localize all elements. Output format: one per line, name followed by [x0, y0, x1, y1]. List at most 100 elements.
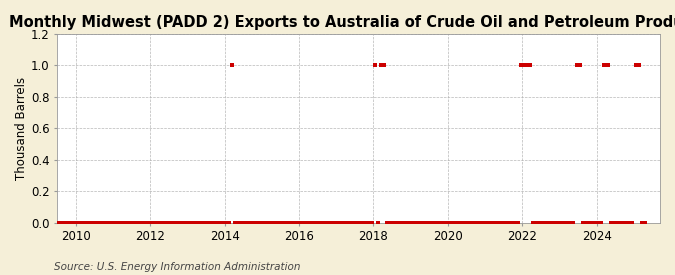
- Point: [593, 221, 603, 225]
- Point: [72, 221, 83, 225]
- Point: [491, 221, 502, 225]
- Point: [53, 221, 64, 225]
- Point: [345, 221, 356, 225]
- Point: [419, 221, 430, 225]
- Point: [518, 63, 529, 68]
- Point: [435, 221, 446, 225]
- Point: [624, 221, 634, 225]
- Point: [388, 221, 399, 225]
- Point: [562, 221, 572, 225]
- Point: [360, 221, 371, 225]
- Point: [559, 221, 570, 225]
- Point: [304, 221, 315, 225]
- Point: [373, 221, 383, 225]
- Point: [199, 221, 210, 225]
- Point: [633, 63, 644, 68]
- Point: [100, 221, 111, 225]
- Point: [255, 221, 266, 225]
- Point: [211, 221, 222, 225]
- Point: [615, 221, 626, 225]
- Point: [394, 221, 405, 225]
- Point: [454, 221, 464, 225]
- Point: [407, 221, 418, 225]
- Point: [534, 221, 545, 225]
- Point: [273, 221, 284, 225]
- Point: [351, 221, 362, 225]
- Point: [286, 221, 297, 225]
- Point: [441, 221, 452, 225]
- Point: [149, 221, 160, 225]
- Point: [456, 221, 467, 225]
- Point: [475, 221, 486, 225]
- Point: [423, 221, 433, 225]
- Point: [500, 221, 511, 225]
- Point: [506, 221, 517, 225]
- Point: [317, 221, 327, 225]
- Point: [94, 221, 105, 225]
- Point: [128, 221, 138, 225]
- Point: [392, 221, 402, 225]
- Point: [596, 221, 607, 225]
- Point: [159, 221, 169, 225]
- Point: [137, 221, 148, 225]
- Point: [143, 221, 154, 225]
- Point: [314, 221, 325, 225]
- Point: [447, 221, 458, 225]
- Point: [178, 221, 188, 225]
- Point: [184, 221, 194, 225]
- Point: [63, 221, 74, 225]
- Point: [516, 63, 526, 68]
- Point: [342, 221, 352, 225]
- Point: [637, 221, 647, 225]
- Point: [240, 221, 250, 225]
- Point: [348, 221, 358, 225]
- Point: [568, 221, 579, 225]
- Point: [627, 221, 638, 225]
- Point: [587, 221, 597, 225]
- Point: [59, 221, 70, 225]
- Point: [413, 221, 424, 225]
- Point: [140, 221, 151, 225]
- Point: [618, 221, 628, 225]
- Point: [580, 221, 591, 225]
- Point: [339, 221, 350, 225]
- Point: [605, 221, 616, 225]
- Point: [215, 221, 225, 225]
- Point: [493, 221, 504, 225]
- Point: [209, 221, 219, 225]
- Point: [289, 221, 300, 225]
- Point: [357, 221, 368, 225]
- Point: [279, 221, 290, 225]
- Point: [522, 63, 533, 68]
- Point: [81, 221, 92, 225]
- Point: [267, 221, 278, 225]
- Point: [478, 221, 489, 225]
- Point: [90, 221, 101, 225]
- Point: [540, 221, 551, 225]
- Point: [168, 221, 179, 225]
- Point: [416, 221, 427, 225]
- Point: [577, 221, 588, 225]
- Point: [556, 221, 566, 225]
- Point: [196, 221, 207, 225]
- Point: [283, 221, 294, 225]
- Point: [217, 221, 228, 225]
- Point: [205, 221, 216, 225]
- Point: [487, 221, 498, 225]
- Point: [310, 221, 321, 225]
- Point: [131, 221, 142, 225]
- Point: [425, 221, 436, 225]
- Point: [308, 221, 319, 225]
- Point: [298, 221, 309, 225]
- Point: [466, 221, 477, 225]
- Text: Source: U.S. Energy Information Administration: Source: U.S. Energy Information Administ…: [54, 262, 300, 272]
- Point: [608, 221, 619, 225]
- Point: [156, 221, 167, 225]
- Point: [134, 221, 144, 225]
- Point: [174, 221, 185, 225]
- Point: [97, 221, 107, 225]
- Point: [88, 221, 99, 225]
- Point: [612, 221, 622, 225]
- Point: [277, 221, 288, 225]
- Point: [599, 63, 610, 68]
